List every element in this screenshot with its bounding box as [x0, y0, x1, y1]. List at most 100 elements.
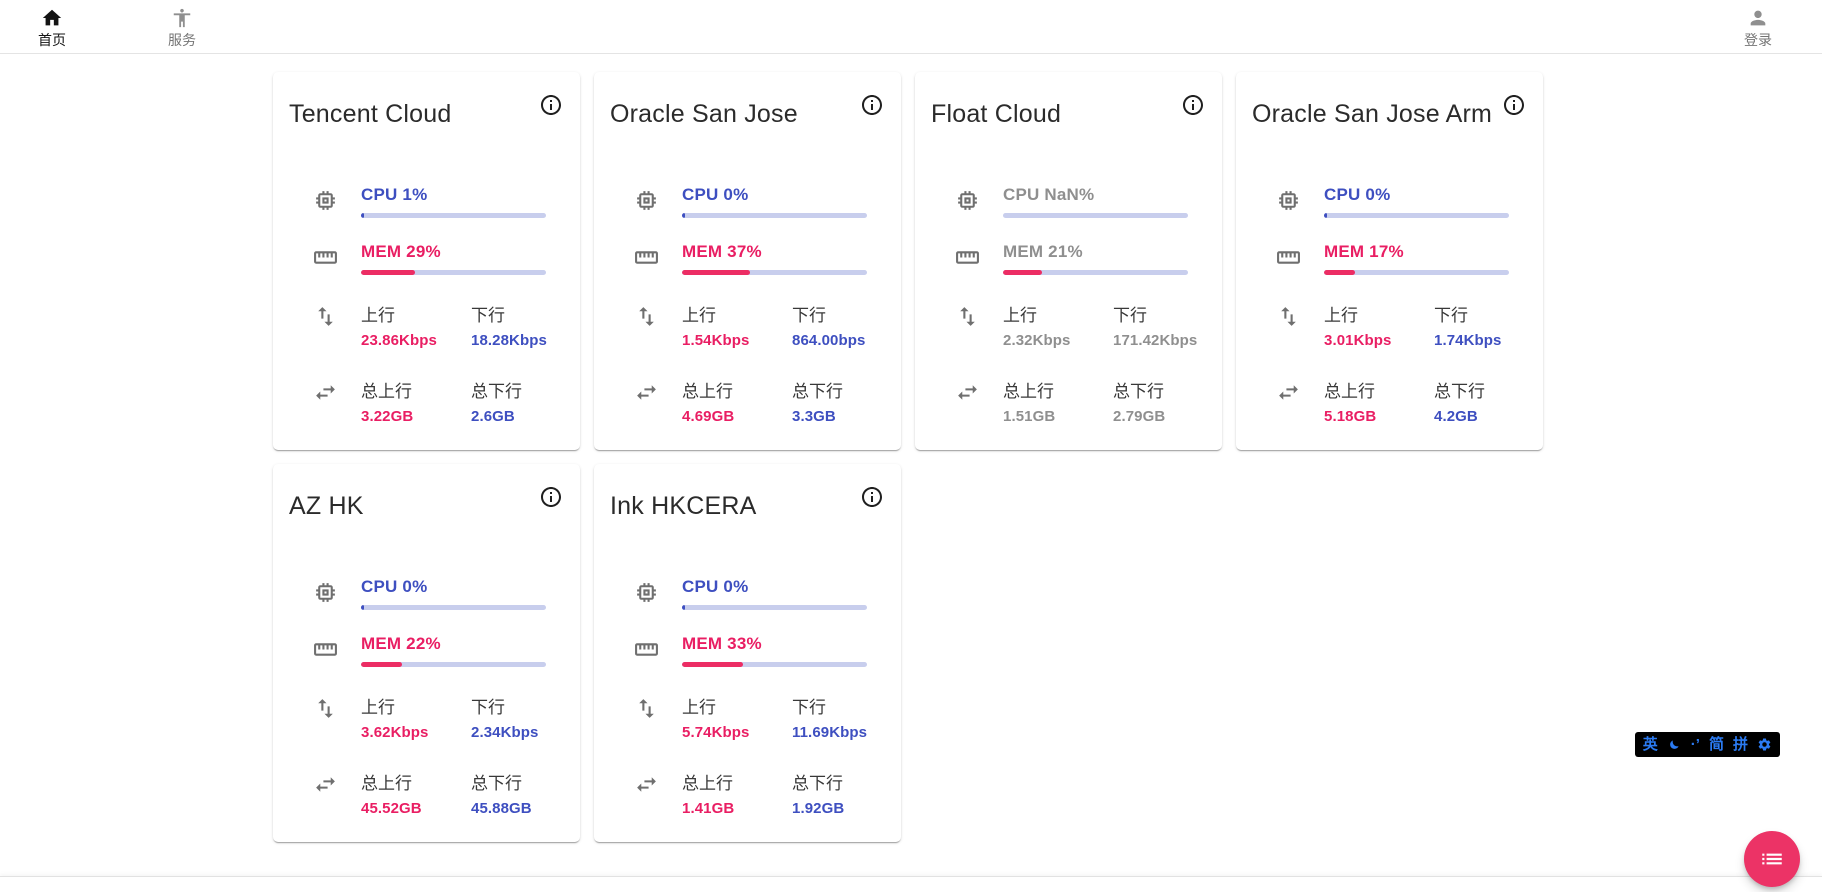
network-total-row: 总上行 4.69GB 总下行 3.3GB — [610, 377, 877, 425]
total-download-label: 总下行 — [1434, 382, 1485, 401]
network-speed-row: 上行 3.62Kbps 下行 2.34Kbps — [289, 693, 556, 741]
swap-vert-icon — [313, 301, 361, 334]
mem-usage-label: MEM 21% — [1003, 242, 1083, 261]
info-icon — [1504, 95, 1524, 115]
cpu-row: CPU 0% — [289, 577, 556, 610]
mem-row: MEM 17% — [1252, 242, 1519, 275]
cpu-chip-icon — [634, 185, 682, 218]
cpu-progress-bar — [1324, 213, 1509, 218]
memory-ruler-icon — [955, 242, 1003, 275]
mem-progress-bar — [361, 270, 546, 275]
download-speed-value: 2.34Kbps — [471, 724, 539, 741]
cpu-usage-label: CPU 1% — [361, 185, 428, 204]
server-card: Float Cloud CPU NaN% MEM 21% — [915, 72, 1222, 450]
upload-speed-value: 3.62Kbps — [361, 724, 429, 741]
download-speed-value: 864.00bps — [792, 332, 866, 349]
moon-icon[interactable] — [1667, 737, 1682, 752]
mem-progress-bar — [682, 270, 867, 275]
cpu-usage-label: CPU 0% — [682, 185, 749, 204]
upload-speed-value: 1.54Kbps — [682, 332, 750, 349]
download-speed-value: 1.74Kbps — [1434, 332, 1502, 349]
memory-ruler-icon — [634, 634, 682, 667]
total-upload-value: 3.22GB — [361, 408, 414, 425]
network-speed-row: 上行 23.86Kbps 下行 18.28Kbps — [289, 301, 556, 349]
nav-item-services[interactable]: 服务 — [168, 3, 196, 50]
mem-usage-label: MEM 17% — [1324, 242, 1404, 261]
swap-horiz-icon — [1276, 377, 1324, 410]
cpu-chip-icon — [634, 577, 682, 610]
info-icon — [541, 487, 561, 507]
total-download-value: 1.92GB — [792, 800, 845, 817]
info-button[interactable] — [860, 485, 884, 509]
download-label: 下行 — [471, 698, 505, 717]
total-upload-label: 总上行 — [682, 774, 733, 793]
cpu-usage-label: CPU NaN% — [1003, 185, 1095, 204]
cpu-chip-icon — [313, 577, 361, 610]
upload-label: 上行 — [682, 698, 716, 717]
total-upload-label: 总上行 — [682, 382, 733, 401]
download-speed-value: 171.42Kbps — [1113, 332, 1198, 349]
upload-label: 上行 — [682, 306, 716, 325]
total-download-label: 总下行 — [1113, 382, 1164, 401]
network-total-row: 总上行 5.18GB 总下行 4.2GB — [1252, 377, 1519, 425]
server-name: Float Cloud — [931, 100, 1062, 128]
info-button[interactable] — [539, 485, 563, 509]
upload-speed-value: 3.01Kbps — [1324, 332, 1392, 349]
total-upload-label: 总上行 — [1324, 382, 1375, 401]
gear-icon[interactable] — [1757, 737, 1772, 752]
ime-language-toggle[interactable]: 英 — [1642, 736, 1658, 753]
upload-label: 上行 — [1003, 306, 1037, 325]
network-total-row: 总上行 1.51GB 总下行 2.79GB — [931, 377, 1198, 425]
info-button[interactable] — [860, 93, 884, 117]
upload-speed-value: 23.86Kbps — [361, 332, 437, 349]
upload-label: 上行 — [361, 698, 395, 717]
cpu-progress-bar — [1003, 213, 1188, 218]
memory-ruler-icon — [313, 634, 361, 667]
swap-vert-icon — [634, 693, 682, 726]
nav-item-home[interactable]: 首页 — [38, 3, 66, 50]
mem-usage-label: MEM 29% — [361, 242, 441, 261]
cpu-progress-bar — [361, 605, 546, 610]
ime-simplified-toggle[interactable]: 简 — [1708, 736, 1724, 753]
network-total-row: 总上行 3.22GB 总下行 2.6GB — [289, 377, 556, 425]
swap-horiz-icon — [313, 377, 361, 410]
mem-progress-bar — [1324, 270, 1509, 275]
cpu-row: CPU 0% — [610, 577, 877, 610]
upload-label: 上行 — [1324, 306, 1358, 325]
nav-item-login[interactable]: 登录 — [1744, 3, 1772, 50]
swap-horiz-icon — [634, 769, 682, 802]
total-upload-label: 总上行 — [361, 774, 412, 793]
ime-pinyin-toggle[interactable]: 拼 — [1732, 736, 1748, 753]
top-navbar: 首页 服务 登录 — [0, 0, 1822, 54]
mem-usage-label: MEM 33% — [682, 634, 762, 653]
mem-usage-label: MEM 37% — [682, 242, 762, 261]
mem-row: MEM 29% — [289, 242, 556, 275]
info-button[interactable] — [1502, 93, 1526, 117]
server-list-fab[interactable] — [1744, 831, 1800, 887]
info-button[interactable] — [539, 93, 563, 117]
home-icon — [42, 9, 62, 26]
info-icon — [862, 95, 882, 115]
network-speed-row: 上行 2.32Kbps 下行 171.42Kbps — [931, 301, 1198, 349]
cpu-chip-icon — [955, 185, 1003, 218]
cpu-progress-bar — [682, 213, 867, 218]
total-download-label: 总下行 — [471, 382, 522, 401]
accessibility-icon — [173, 8, 191, 28]
footer-divider — [0, 876, 1822, 892]
ime-punctuation-toggle[interactable]: ·’ — [1690, 736, 1700, 753]
memory-ruler-icon — [1276, 242, 1324, 275]
cpu-chip-icon — [1276, 185, 1324, 218]
mem-row: MEM 21% — [931, 242, 1198, 275]
memory-ruler-icon — [313, 242, 361, 275]
mem-progress-bar — [361, 662, 546, 667]
cpu-progress-bar — [682, 605, 867, 610]
network-speed-row: 上行 1.54Kbps 下行 864.00bps — [610, 301, 877, 349]
nav-login-label: 登录 — [1744, 32, 1772, 48]
download-label: 下行 — [471, 306, 505, 325]
info-button[interactable] — [1181, 93, 1205, 117]
download-speed-value: 11.69Kbps — [792, 724, 868, 741]
total-download-label: 总下行 — [792, 382, 843, 401]
server-name: Ink HKCERA — [610, 492, 757, 520]
swap-vert-icon — [1276, 301, 1324, 334]
mem-row: MEM 22% — [289, 634, 556, 667]
